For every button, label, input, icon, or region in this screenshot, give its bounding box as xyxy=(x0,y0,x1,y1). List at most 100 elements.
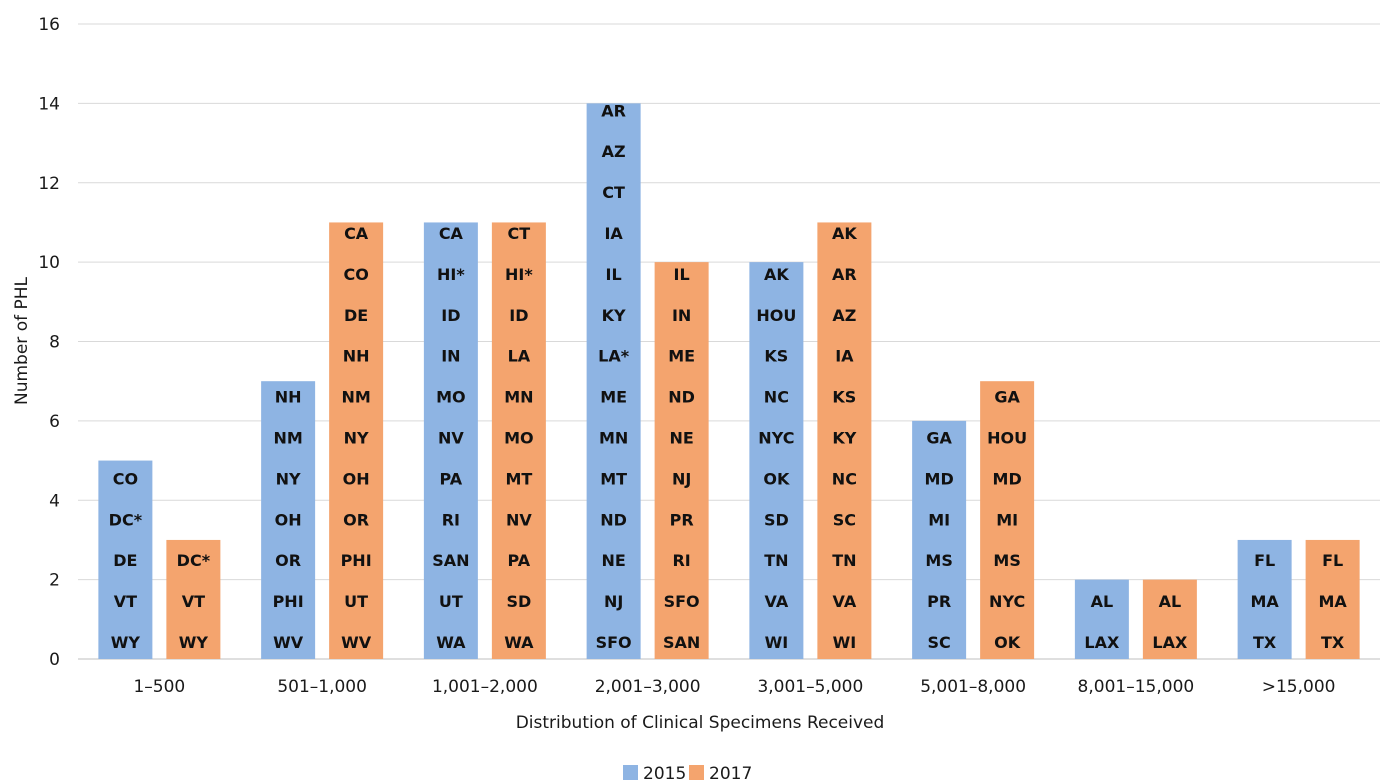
bar-state-label: AK xyxy=(764,265,789,284)
y-tick-label: 10 xyxy=(38,253,60,273)
bar-state-label: IL xyxy=(674,265,690,284)
bar-state-label: NH xyxy=(343,347,370,366)
bar-2015 xyxy=(586,103,641,659)
bar-state-label: SC xyxy=(927,633,950,652)
bar-state-label: DC* xyxy=(177,551,211,570)
bar-state-label: SFO xyxy=(664,592,700,611)
bar-2015 xyxy=(749,262,804,659)
bar-state-label: NM xyxy=(341,388,370,407)
bar-state-label: MS xyxy=(993,551,1020,570)
bar-state-label: WA xyxy=(504,633,534,652)
bar-state-label: TX xyxy=(1253,633,1277,652)
x-tick-label: >15,000 xyxy=(1262,677,1336,697)
bar-state-label: PR xyxy=(927,592,951,611)
bar-state-label: SD xyxy=(764,510,789,529)
bar-state-label: RI xyxy=(442,510,460,529)
y-tick-label: 4 xyxy=(49,491,60,511)
bar-2017 xyxy=(491,222,546,659)
bar-state-label: KY xyxy=(602,306,626,325)
bar-2015 xyxy=(98,460,153,659)
bar-2015 xyxy=(1074,579,1129,659)
x-tick-label: 1–500 xyxy=(133,677,185,697)
legend-label-2015: 2015 xyxy=(643,764,686,783)
bar-state-label: ME xyxy=(668,347,695,366)
bar-state-label: WV xyxy=(341,633,372,652)
bar-state-label: MI xyxy=(928,510,950,529)
bar-2017 xyxy=(1305,539,1360,659)
bar-state-label: AZ xyxy=(832,306,856,325)
bar-state-label: WY xyxy=(179,633,209,652)
y-tick-label: 12 xyxy=(38,174,60,194)
bar-state-label: HOU xyxy=(756,306,796,325)
bar-state-label: NC xyxy=(832,469,857,488)
bar-state-label: MA xyxy=(1318,592,1347,611)
legend: 2015 2017 xyxy=(623,764,752,783)
y-axis-title: Number of PHL xyxy=(12,276,32,405)
bar-state-label: MS xyxy=(925,551,952,570)
bar-state-label: VA xyxy=(765,592,789,611)
bar-state-label: SFO xyxy=(596,633,632,652)
bar-state-label: VA xyxy=(833,592,857,611)
y-tick-label: 0 xyxy=(49,650,60,670)
bar-state-label: NJ xyxy=(604,592,623,611)
bar-state-label: PA xyxy=(440,469,463,488)
bar-state-label: MA xyxy=(1250,592,1279,611)
bar-state-label: LA* xyxy=(598,347,630,366)
bar-state-label: ME xyxy=(600,388,627,407)
bar-2017 xyxy=(329,222,384,659)
bar-state-label: NC xyxy=(764,388,789,407)
bar-2017 xyxy=(166,539,221,659)
bar-state-label: NV xyxy=(438,429,464,448)
bar-state-label: ND xyxy=(668,388,695,407)
bar-state-label: VT xyxy=(182,592,205,611)
bar-state-label: NJ xyxy=(672,469,691,488)
legend-swatch-2017 xyxy=(689,765,704,780)
legend-label-2017: 2017 xyxy=(709,764,752,783)
bar-state-label: NYC xyxy=(758,429,794,448)
bar-2017 xyxy=(817,222,872,659)
bar-state-label: MT xyxy=(505,469,532,488)
bar-state-label: CT xyxy=(602,183,625,202)
bar-state-label: WI xyxy=(765,633,789,652)
bar-state-label: SAN xyxy=(663,633,700,652)
bar-state-label: NH xyxy=(275,388,302,407)
bar-state-label: MN xyxy=(599,429,628,448)
bar-state-label: VT xyxy=(114,592,137,611)
y-tick-label: 6 xyxy=(49,412,60,432)
bar-state-label: HI* xyxy=(505,265,533,284)
bar-state-label: UT xyxy=(344,592,368,611)
bar-2017 xyxy=(1142,579,1197,659)
bar-state-label: WA xyxy=(436,633,466,652)
bar-state-label: CO xyxy=(113,469,138,488)
bar-state-label: PHI xyxy=(273,592,304,611)
y-axis-ticks: 0 2 4 6 8 10 12 14 16 xyxy=(38,15,60,670)
bar-state-label: WY xyxy=(111,633,141,652)
bars: CO DC* DE VT WY DC* VT WY NH NM NY OH OR PHI WV CA CO DE N… xyxy=(98,101,1360,659)
bar-state-label: SAN xyxy=(432,551,469,570)
bar-state-label: TX xyxy=(1321,633,1345,652)
bar-state-label: ID xyxy=(509,306,528,325)
bar-state-label: ND xyxy=(600,510,627,529)
bar-state-label: OH xyxy=(343,469,370,488)
bar-state-label: PR xyxy=(670,510,694,529)
bar-state-label: AK xyxy=(832,224,857,243)
bar-state-label: RI xyxy=(672,551,690,570)
bar-state-label: NV xyxy=(506,510,532,529)
y-tick-label: 16 xyxy=(38,15,60,35)
bar-state-label: NE xyxy=(601,551,625,570)
bar-state-label: IA xyxy=(835,347,854,366)
y-tick-label: 14 xyxy=(38,94,60,114)
bar-state-label: CA xyxy=(344,224,369,243)
x-tick-label: 3,001–5,000 xyxy=(757,677,863,697)
bar-state-label: TN xyxy=(764,551,788,570)
bar-state-label: MN xyxy=(504,388,533,407)
bar-state-label: NY xyxy=(276,469,301,488)
bar-2017 xyxy=(654,262,709,659)
bar-state-label: SD xyxy=(506,592,531,611)
bar-state-label: SC xyxy=(833,510,856,529)
bar-state-label: IN xyxy=(441,347,460,366)
bar-state-label: PA xyxy=(508,551,531,570)
y-tick-label: 8 xyxy=(49,333,60,353)
bar-state-label: AL xyxy=(1159,592,1182,611)
